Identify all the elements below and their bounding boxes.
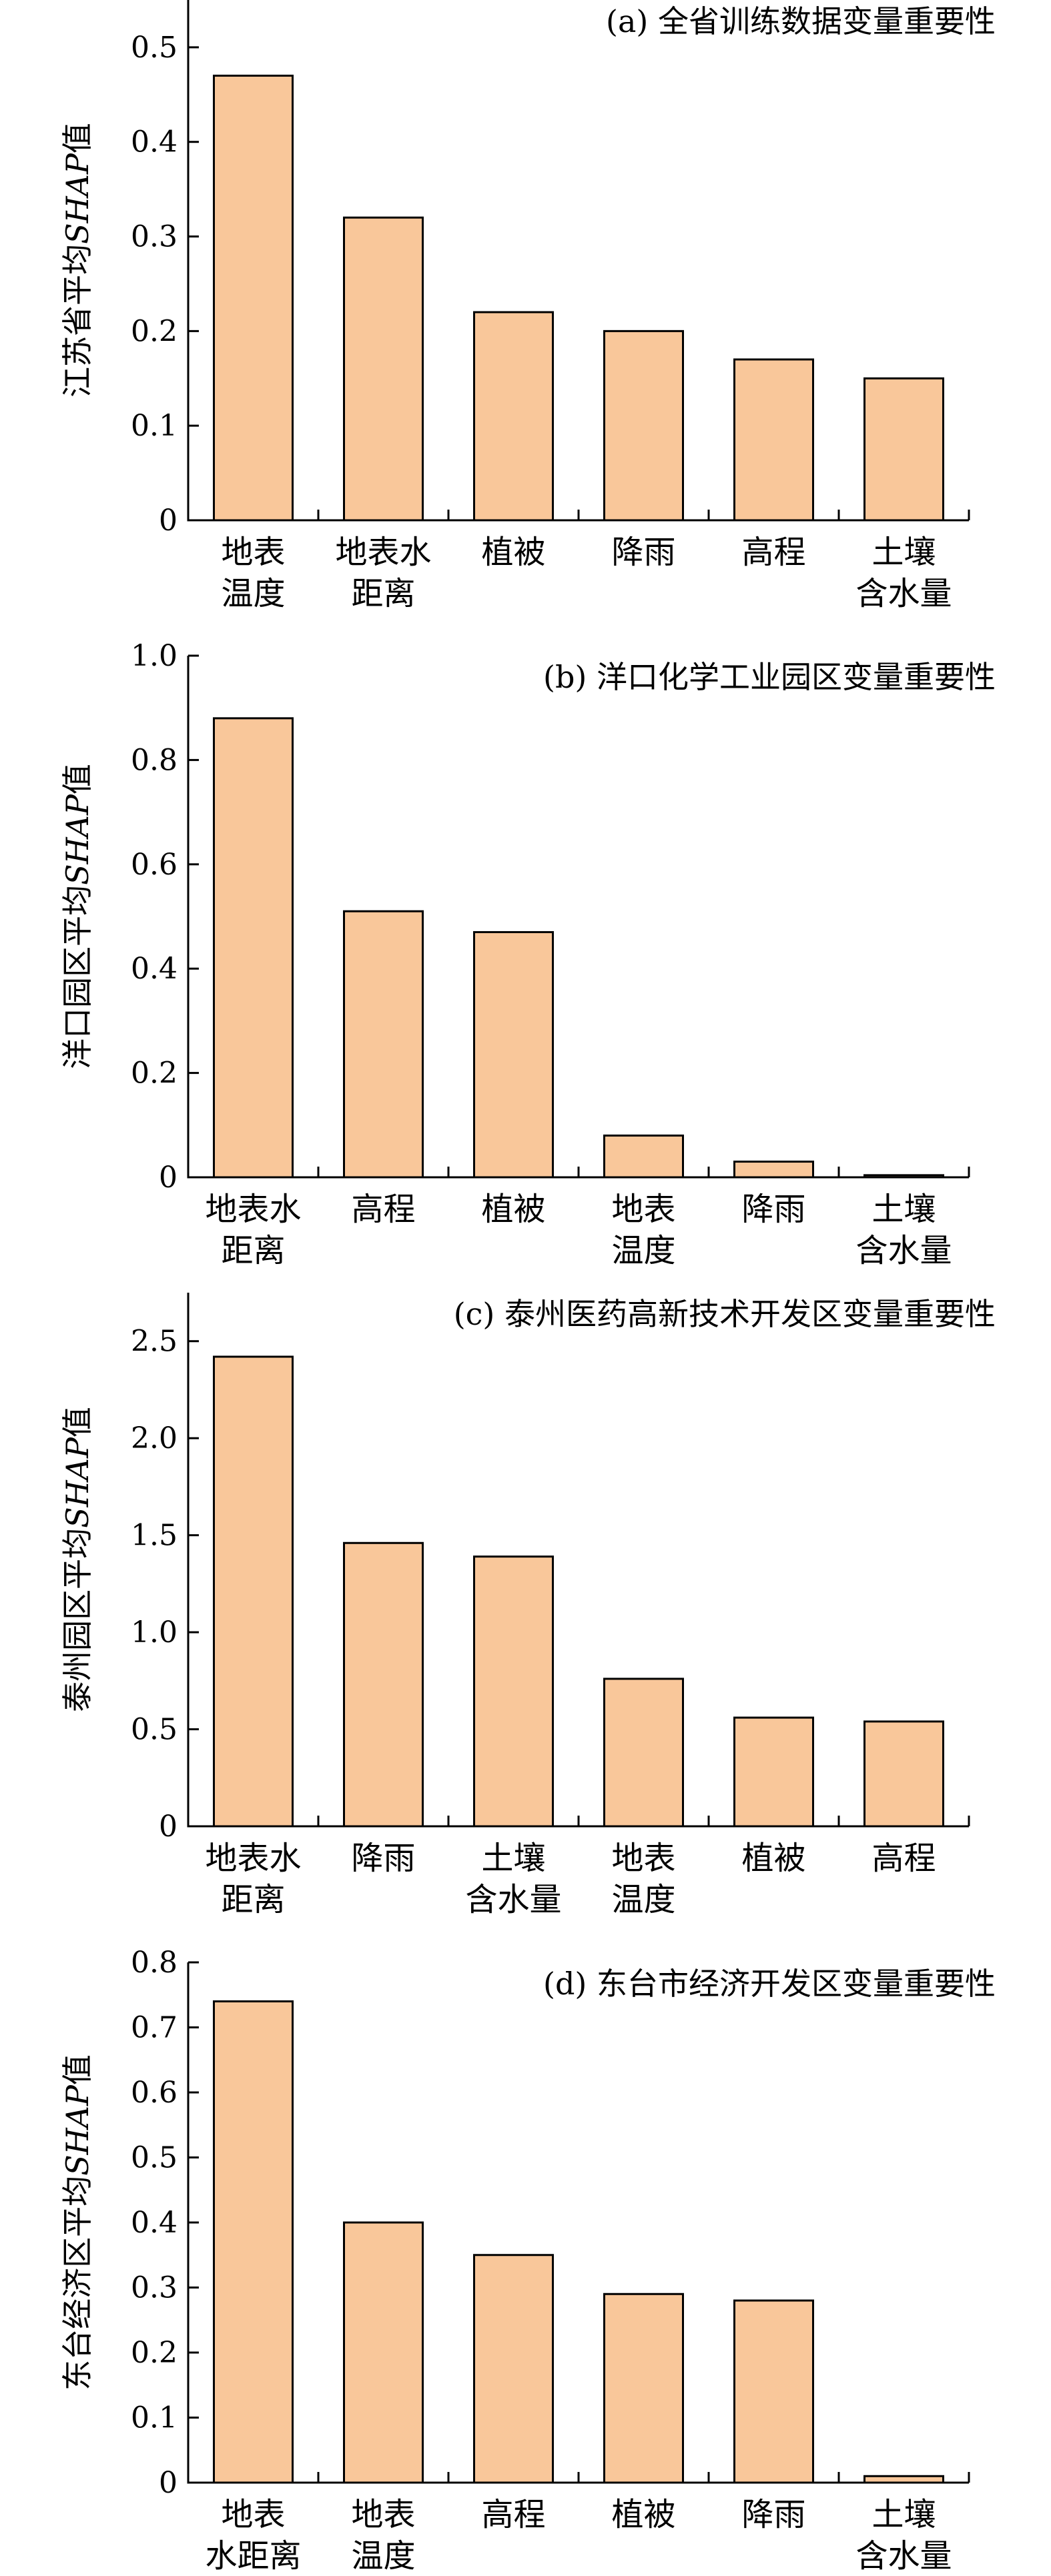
y-axis-label: 江苏省平均SHAP值	[59, 123, 95, 398]
y-tick-label: 0.5	[131, 2141, 178, 2175]
bar	[473, 1555, 554, 1828]
bar	[213, 2000, 294, 2484]
bar	[343, 2221, 424, 2484]
bar	[213, 1355, 294, 1828]
bar	[343, 1541, 424, 1828]
y-tick-label: 0.5	[131, 31, 178, 65]
x-tick-label: 降雨	[611, 534, 675, 571]
x-tick-label: 降雨	[351, 1840, 415, 1877]
y-tick-label: 0	[159, 504, 178, 538]
y-tick-label: 0	[159, 1161, 178, 1195]
x-tick-label: 土壤	[481, 1840, 545, 1877]
y-tick-label: 0.3	[131, 2271, 178, 2305]
x-tick-label: 高程	[481, 2496, 545, 2533]
chart-title: (b) 洋口化学工业园区变量重要性	[543, 659, 996, 695]
x-tick-label: 地表	[611, 1840, 675, 1877]
y-tick-label: 0	[159, 1810, 178, 1844]
x-tick-label: 地表水	[335, 534, 431, 571]
bar	[603, 1678, 684, 1828]
x-tick-label: 降雨	[741, 2496, 805, 2533]
bar	[733, 1161, 814, 1179]
x-tick-label: 地表水	[205, 1840, 301, 1877]
bar	[603, 2293, 684, 2484]
y-tick-label: 0.4	[131, 952, 178, 986]
y-tick-label: 0.4	[131, 125, 178, 159]
bar	[213, 74, 294, 522]
x-tick-label: 含水量	[465, 1881, 561, 1918]
x-tick-label: 水距离	[205, 2537, 301, 2575]
y-axis-label: 东台经济区平均SHAP值	[59, 2054, 95, 2391]
bar	[213, 717, 294, 1179]
x-tick-label: 温度	[611, 1881, 675, 1918]
y-tick-label: 0.2	[131, 1057, 178, 1091]
y-tick-label: 0.6	[131, 848, 178, 882]
y-tick-label: 2.5	[131, 1325, 178, 1359]
x-tick-label: 温度	[351, 2537, 415, 2575]
y-tick-label: 0.4	[131, 2206, 178, 2240]
bar	[733, 1716, 814, 1828]
y-tick-label: 0.2	[131, 2336, 178, 2370]
bar	[473, 2254, 554, 2484]
x-tick-label: 温度	[221, 575, 285, 612]
x-tick-label: 地表	[351, 2496, 415, 2533]
bar	[343, 910, 424, 1179]
chart-title: (a) 全省训练数据变量重要性	[606, 3, 996, 39]
x-tick-label: 植被	[741, 1840, 805, 1877]
x-tick-label: 降雨	[741, 1191, 805, 1228]
x-tick-label: 含水量	[855, 575, 952, 612]
y-tick-label: 0.7	[131, 2011, 178, 2045]
x-tick-label: 土壤	[871, 534, 936, 571]
y-axis-label: 洋口园区平均SHAP值	[59, 764, 95, 1069]
bar	[343, 216, 424, 522]
x-tick-label: 地表	[611, 1191, 675, 1228]
y-tick-label: 0.8	[131, 743, 178, 777]
x-tick-label: 土壤	[871, 2496, 936, 2533]
y-tick-label: 2.0	[131, 1421, 178, 1455]
y-axis-label: 泰州园区平均SHAP值	[59, 1407, 95, 1712]
x-tick-label: 地表	[221, 534, 285, 571]
bar	[473, 930, 554, 1179]
bar	[863, 1720, 944, 1828]
y-tick-label: 0.3	[131, 220, 178, 254]
bar	[733, 358, 814, 522]
y-tick-label: 0.6	[131, 2076, 178, 2110]
x-tick-label: 地表水	[205, 1191, 301, 1228]
x-tick-label: 高程	[741, 534, 805, 571]
bar	[603, 330, 684, 522]
y-tick-label: 0.5	[131, 1713, 178, 1747]
x-tick-label: 温度	[611, 1232, 675, 1269]
bar	[733, 2299, 814, 2484]
x-tick-label: 高程	[351, 1191, 415, 1228]
y-tick-label: 0	[159, 2466, 178, 2500]
y-tick-label: 1.0	[131, 1616, 178, 1650]
x-tick-label: 含水量	[855, 1232, 952, 1269]
x-tick-label: 植被	[611, 2496, 675, 2533]
x-tick-label: 植被	[481, 1191, 545, 1228]
y-tick-label: 1.0	[131, 639, 178, 673]
y-tick-label: 0.1	[131, 2401, 178, 2435]
chart-title: (d) 东台市经济开发区变量重要性	[543, 1966, 996, 2002]
bar	[863, 377, 944, 522]
x-tick-label: 含水量	[855, 2537, 952, 2575]
x-tick-label: 高程	[871, 1840, 936, 1877]
x-tick-label: 距离	[221, 1232, 285, 1269]
x-tick-label: 地表	[221, 2496, 285, 2533]
y-tick-label: 1.5	[131, 1519, 178, 1553]
x-tick-label: 土壤	[871, 1191, 936, 1228]
x-tick-label: 距离	[351, 575, 415, 612]
chart-title: (c) 泰州医药高新技术开发区变量重要性	[454, 1296, 996, 1332]
y-tick-label: 0.1	[131, 409, 178, 443]
y-tick-label: 0.2	[131, 314, 178, 348]
y-tick-label: 0.8	[131, 1946, 178, 1980]
bar	[603, 1134, 684, 1179]
x-tick-label: 距离	[221, 1881, 285, 1918]
bar	[473, 311, 554, 522]
x-tick-label: 植被	[481, 534, 545, 571]
